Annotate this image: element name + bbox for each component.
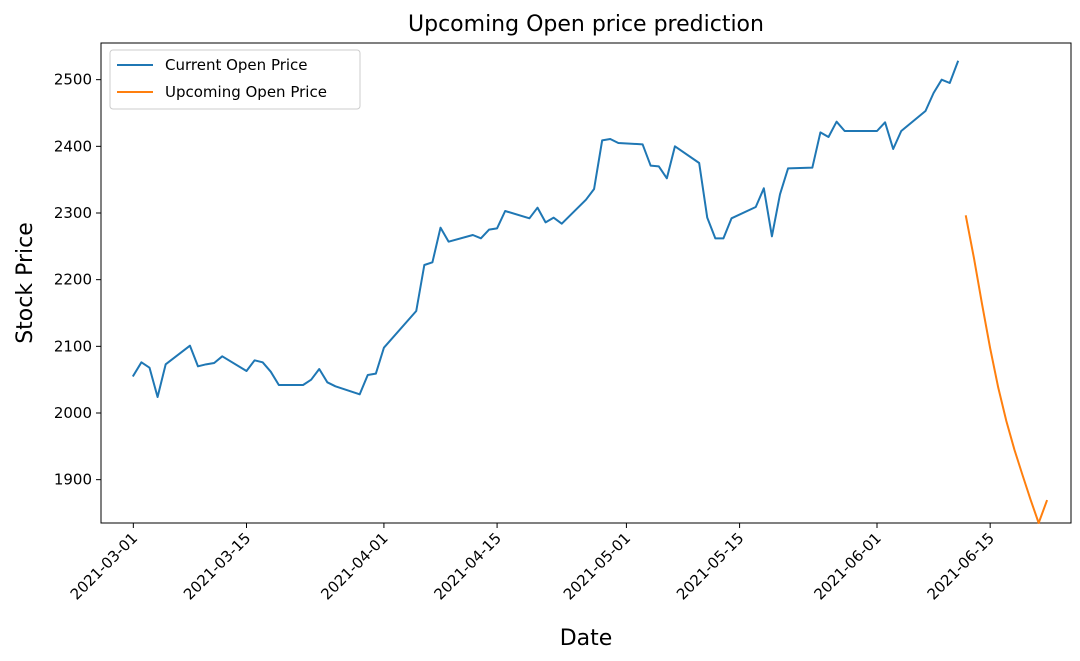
y-tick-label: 2500 <box>54 71 92 89</box>
legend-label-current-open-price: Current Open Price <box>165 56 308 74</box>
y-tick-label: 2400 <box>54 137 92 155</box>
y-axis: 1900 2000 2100 2200 2300 2400 2500 <box>54 71 101 489</box>
plot-area-frame <box>100 42 1072 524</box>
chart-title: Upcoming Open price prediction <box>408 12 764 37</box>
series-line-upcoming-open-price <box>964 215 1049 524</box>
y-tick-label: 1900 <box>54 471 92 489</box>
legend: Current Open Price Upcoming Open Price <box>109 49 361 110</box>
y-axis-title: Stock Price <box>13 222 38 344</box>
x-axis-title: Date <box>560 626 613 651</box>
y-tick-label: 2000 <box>54 404 92 422</box>
series-layer <box>131 60 1049 524</box>
y-tick-label: 2100 <box>54 337 92 355</box>
y-tick-label: 2300 <box>54 204 92 222</box>
legend-label-upcoming-open-price: Upcoming Open Price <box>165 83 327 101</box>
y-tick-label: 2200 <box>54 271 92 289</box>
legend-box <box>109 49 361 110</box>
series-line-current-open-price <box>131 60 960 398</box>
